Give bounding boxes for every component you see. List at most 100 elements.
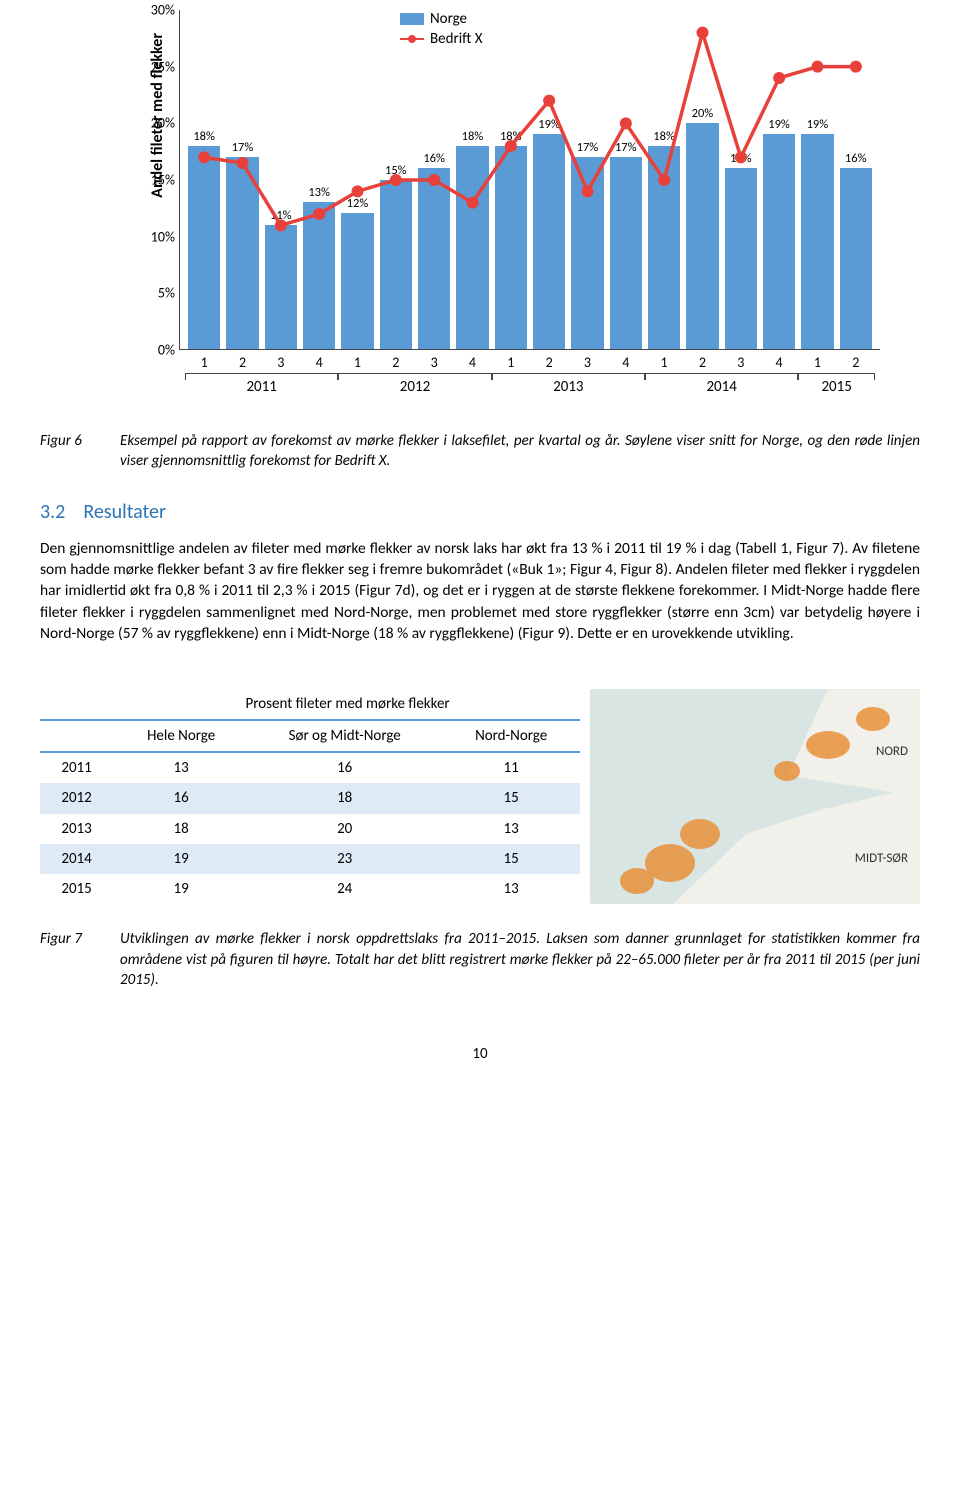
table-year-cell: 2012 xyxy=(40,783,115,813)
bar-slot: 18% xyxy=(492,10,530,349)
bar-slot: 19% xyxy=(798,10,836,349)
bar xyxy=(303,202,335,349)
bar xyxy=(763,134,795,349)
x-quarter-label: 1 xyxy=(798,350,836,371)
table-year-cell: 2011 xyxy=(40,752,115,783)
table-cell: 19 xyxy=(115,874,247,904)
bar-value-label: 18% xyxy=(193,129,215,144)
x-quarter-label: 4 xyxy=(300,350,338,371)
x-year-label: 2013 xyxy=(492,373,645,396)
chart-x-quarters: 123412341234123412 xyxy=(180,350,880,371)
y-tick: 0% xyxy=(158,342,175,359)
table-col-1: Sør og Midt-Norge xyxy=(247,720,442,752)
bar-value-label: 15% xyxy=(385,163,407,178)
figure-6-caption: Figur 6 Eksempel på rapport av forekomst… xyxy=(40,431,920,472)
bar-value-label: 17% xyxy=(232,140,254,155)
section-heading: 3.2 Resultater xyxy=(40,500,920,524)
bar xyxy=(456,146,488,349)
chart-plot-area: Norge Bedrift X 18%17%11%13%12%15%16%18%… xyxy=(180,10,880,350)
bar-value-label: 19% xyxy=(768,117,790,132)
table-cell: 18 xyxy=(115,814,247,844)
x-quarter-label: 4 xyxy=(453,350,491,371)
bar-slot: 18% xyxy=(453,10,491,349)
bar xyxy=(495,146,527,349)
bar-value-label: 16% xyxy=(730,151,752,166)
body-paragraph: Den gjennomsnittlige andelen av fileter … xyxy=(40,538,920,645)
bar xyxy=(725,168,757,349)
bar-value-label: 18% xyxy=(462,129,484,144)
table-row: 2014192315 xyxy=(40,844,580,874)
bar xyxy=(571,157,603,349)
x-year-label: 2011 xyxy=(185,373,338,396)
y-tick: 10% xyxy=(151,228,175,245)
figure-6-text: Eksempel på rapport av forekomst av mørk… xyxy=(120,431,920,472)
bar-value-label: 16% xyxy=(845,151,867,166)
x-quarter-label: 2 xyxy=(837,350,875,371)
table-cell: 16 xyxy=(115,783,247,813)
figure-6-label: Figur 6 xyxy=(40,431,120,472)
table-cell: 20 xyxy=(247,814,442,844)
y-tick: 25% xyxy=(151,58,175,75)
table-row: 2011131611 xyxy=(40,752,580,783)
section-number: 3.2 xyxy=(40,500,65,524)
x-quarter-label: 1 xyxy=(645,350,683,371)
x-year-label: 2014 xyxy=(645,373,798,396)
bar-value-label: 19% xyxy=(807,117,829,132)
x-quarter-label: 2 xyxy=(377,350,415,371)
bar-value-label: 16% xyxy=(423,151,445,166)
table-cell: 18 xyxy=(247,783,442,813)
x-quarter-label: 1 xyxy=(338,350,376,371)
bar-value-label: 11% xyxy=(270,208,292,223)
bar-value-label: 17% xyxy=(577,140,599,155)
bar-value-label: 13% xyxy=(308,185,330,200)
bar xyxy=(648,146,680,349)
table-row: 2015192413 xyxy=(40,874,580,904)
bar-slot: 19% xyxy=(760,10,798,349)
x-year-label: 2015 xyxy=(798,373,875,396)
bar-value-label: 17% xyxy=(615,140,637,155)
table-cell: 19 xyxy=(115,844,247,874)
table-col-2: Nord-Norge xyxy=(442,720,580,752)
bar-slot: 12% xyxy=(338,10,376,349)
x-quarter-label: 1 xyxy=(492,350,530,371)
bar-slot: 16% xyxy=(722,10,760,349)
x-quarter-label: 2 xyxy=(530,350,568,371)
bar-slot: 18% xyxy=(185,10,223,349)
x-quarter-label: 4 xyxy=(607,350,645,371)
y-tick: 5% xyxy=(158,285,175,302)
bar xyxy=(840,168,872,349)
bar xyxy=(610,157,642,349)
table-year-cell: 2013 xyxy=(40,814,115,844)
bar xyxy=(188,146,220,349)
section-title: Resultater xyxy=(83,500,166,524)
table-cell: 13 xyxy=(442,814,580,844)
table-year-cell: 2015 xyxy=(40,874,115,904)
data-table: Prosent fileter med mørke flekker Hele N… xyxy=(40,689,580,904)
bar-slot: 17% xyxy=(607,10,645,349)
y-tick: 30% xyxy=(151,2,175,19)
x-quarter-label: 3 xyxy=(415,350,453,371)
y-tick: 15% xyxy=(151,172,175,189)
y-tick: 20% xyxy=(151,115,175,132)
x-quarter-label: 3 xyxy=(262,350,300,371)
table-row: 2012161815 xyxy=(40,783,580,813)
bar xyxy=(341,213,373,349)
bar xyxy=(533,134,565,349)
chart-x-years: 20112012201320142015 xyxy=(180,373,880,396)
figure-7-caption: Figur 7 Utviklingen av mørke flekker i n… xyxy=(40,929,920,990)
table-row: 2013182013 xyxy=(40,814,580,844)
bar-value-label: 12% xyxy=(347,196,369,211)
bar xyxy=(226,157,258,349)
table-cell: 11 xyxy=(442,752,580,783)
bar-slot: 13% xyxy=(300,10,338,349)
x-quarter-label: 3 xyxy=(568,350,606,371)
table-cell: 16 xyxy=(247,752,442,783)
x-quarter-label: 2 xyxy=(223,350,261,371)
map-label-nord: NORD xyxy=(876,744,908,759)
bar-value-label: 19% xyxy=(538,117,560,132)
chart-y-ticks: 0%5%10%15%20%25%30% xyxy=(130,10,180,350)
bar-slot: 15% xyxy=(377,10,415,349)
bar-value-label: 18% xyxy=(500,129,522,144)
table-col-0: Hele Norge xyxy=(115,720,247,752)
table-cell: 13 xyxy=(442,874,580,904)
